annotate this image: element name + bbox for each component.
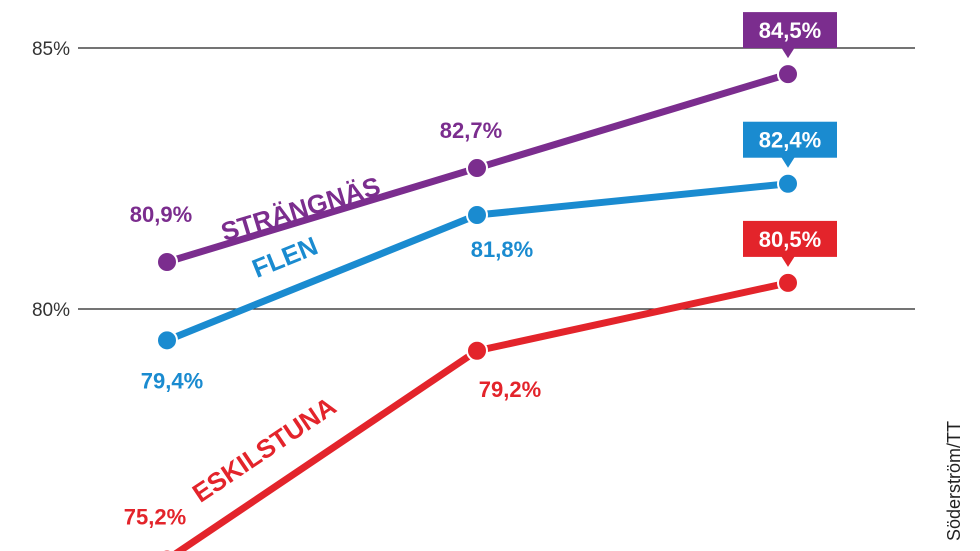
badge-box	[743, 220, 837, 257]
series-name-flen: FLEN	[248, 230, 322, 283]
y-tick-labels: 80% 85%	[32, 39, 70, 321]
y-tick-label-0: 80%	[32, 300, 70, 321]
point-strängnäs-1	[466, 157, 488, 180]
value-label-flen-1: 81,8%	[471, 237, 533, 262]
value-badge-eskilstuna: 80,5%	[743, 220, 837, 267]
point-eskilstuna-1	[466, 339, 488, 362]
point-strängnäs-0	[156, 251, 178, 274]
point-flen-1	[466, 204, 488, 227]
value-badge-strängnäs: 84,5%	[743, 12, 837, 59]
badge-box	[743, 121, 837, 158]
badge-label: 80,5%	[759, 227, 821, 252]
series-line-eskilstuna	[173, 279, 792, 551]
value-label-strängnäs-0: 80,9%	[130, 202, 192, 227]
series-lines	[163, 70, 792, 551]
badge-box	[743, 12, 837, 49]
value-label-flen-0: 79,4%	[141, 368, 203, 393]
badge-pointer	[781, 156, 795, 168]
badge-pointer	[781, 255, 795, 267]
point-eskilstuna-2	[777, 271, 799, 294]
badge-label: 84,5%	[759, 18, 821, 43]
value-label-eskilstuna-1: 79,2%	[479, 377, 541, 402]
y-tick-label-1: 85%	[32, 39, 70, 60]
value-badge-flen: 82,4%	[743, 121, 837, 168]
credit-text: Söderström/TT	[944, 421, 964, 541]
value-label-eskilstuna-0: 75,2%	[124, 505, 186, 530]
badge-pointer	[781, 47, 795, 59]
point-flen-0	[156, 329, 178, 352]
badge-label: 82,4%	[759, 128, 821, 153]
point-flen-2	[777, 172, 799, 195]
value-label-strängnäs-1: 82,7%	[440, 118, 502, 143]
point-strängnäs-2	[777, 63, 799, 86]
